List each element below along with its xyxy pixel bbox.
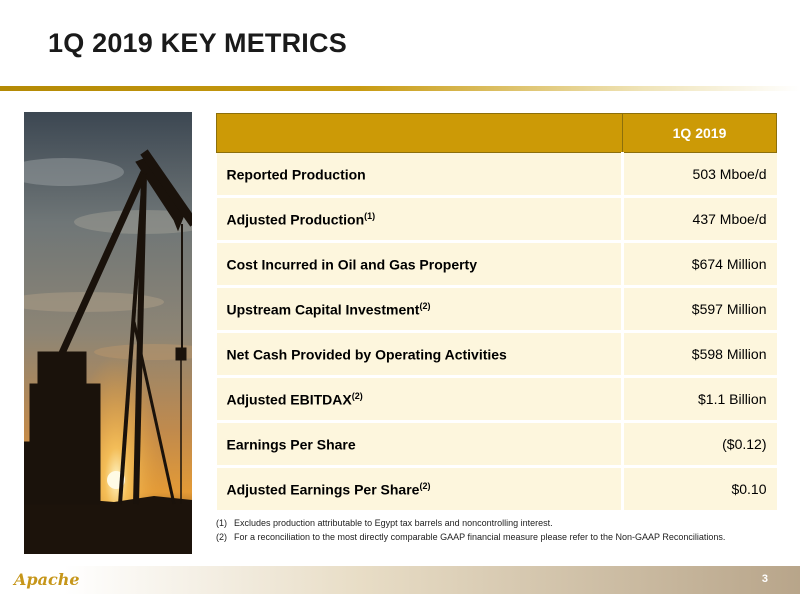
- table-row: Upstream Capital Investment(2) $597 Mill…: [216, 286, 777, 333]
- metric-label-text: Earnings Per Share: [226, 436, 356, 453]
- metric-value: $598 Million: [622, 331, 777, 378]
- table-row: Earnings Per Share ($0.12): [216, 421, 777, 468]
- metric-label-text: Net Cash Provided by Operating Activitie…: [226, 346, 507, 363]
- header-spacer: [216, 113, 623, 153]
- metric-label-text: Upstream Capital Investment: [226, 301, 420, 318]
- metric-label-text: Adjusted Production: [226, 211, 365, 228]
- table-header-row: 1Q 2019: [216, 113, 777, 153]
- footnote-ref: (2): [351, 390, 363, 401]
- page-number: 3: [761, 573, 768, 585]
- metric-value: 437 Mboe/d: [622, 196, 777, 243]
- metric-value: $674 Million: [622, 241, 777, 288]
- page-title: 1Q 2019 KEY METRICS: [48, 28, 347, 58]
- metric-label: Adjusted Production(1): [216, 196, 624, 243]
- footer-band: [0, 566, 800, 594]
- footnote-ref: (2): [419, 480, 431, 491]
- metric-label: Adjusted EBITDAX(2): [216, 376, 624, 423]
- footnote-2: (2) For a reconciliation to the most dire…: [216, 530, 725, 544]
- metric-label: Earnings Per Share: [216, 421, 624, 468]
- table-row: Net Cash Provided by Operating Activitie…: [216, 331, 777, 378]
- table-row: Adjusted Production(1) 437 Mboe/d: [216, 196, 777, 243]
- metric-value: ($0.12): [622, 421, 777, 468]
- metric-label-text: Adjusted EBITDAX: [226, 391, 352, 408]
- pumpjack-sunset-photo: [24, 112, 192, 554]
- table-row: Reported Production 503 Mboe/d: [216, 152, 777, 198]
- footnote-ref: (2): [419, 300, 431, 311]
- metric-label: Reported Production: [216, 152, 624, 198]
- footnote-text: Excludes production attributable to Egyp…: [234, 518, 553, 528]
- footnotes: (1) Excludes production attributable to E…: [216, 516, 725, 544]
- footnote-ref: (1): [364, 210, 376, 221]
- metric-value: $1.1 Billion: [622, 376, 777, 423]
- footnote-text: For a reconciliation to the most directl…: [234, 532, 726, 542]
- metric-label: Net Cash Provided by Operating Activitie…: [216, 331, 624, 378]
- key-metrics-table: 1Q 2019 Reported Production 503 Mboe/d A…: [216, 113, 777, 513]
- metric-label: Adjusted Earnings Per Share(2): [216, 466, 624, 513]
- table-row: Adjusted EBITDAX(2) $1.1 Billion: [216, 376, 777, 423]
- metric-value: $597 Million: [622, 286, 777, 333]
- metric-value: 503 Mboe/d: [622, 152, 777, 198]
- apache-logo: Apache: [14, 570, 80, 589]
- metric-label-text: Reported Production: [226, 166, 366, 183]
- footnote-number: (1): [216, 518, 227, 528]
- metric-label: Upstream Capital Investment(2): [216, 286, 624, 333]
- table-row: Cost Incurred in Oil and Gas Property $6…: [216, 241, 777, 288]
- footnote-number: (2): [216, 532, 227, 542]
- table-row: Adjusted Earnings Per Share(2) $0.10: [216, 466, 777, 513]
- metric-label-text: Cost Incurred in Oil and Gas Property: [226, 256, 478, 273]
- metric-label: Cost Incurred in Oil and Gas Property: [216, 241, 624, 288]
- footnote-1: (1) Excludes production attributable to E…: [216, 516, 725, 530]
- title-divider: [0, 86, 800, 91]
- metric-value: $0.10: [622, 466, 777, 513]
- column-header-1q-2019: 1Q 2019: [622, 113, 777, 153]
- metric-label-text: Adjusted Earnings Per Share: [226, 481, 420, 498]
